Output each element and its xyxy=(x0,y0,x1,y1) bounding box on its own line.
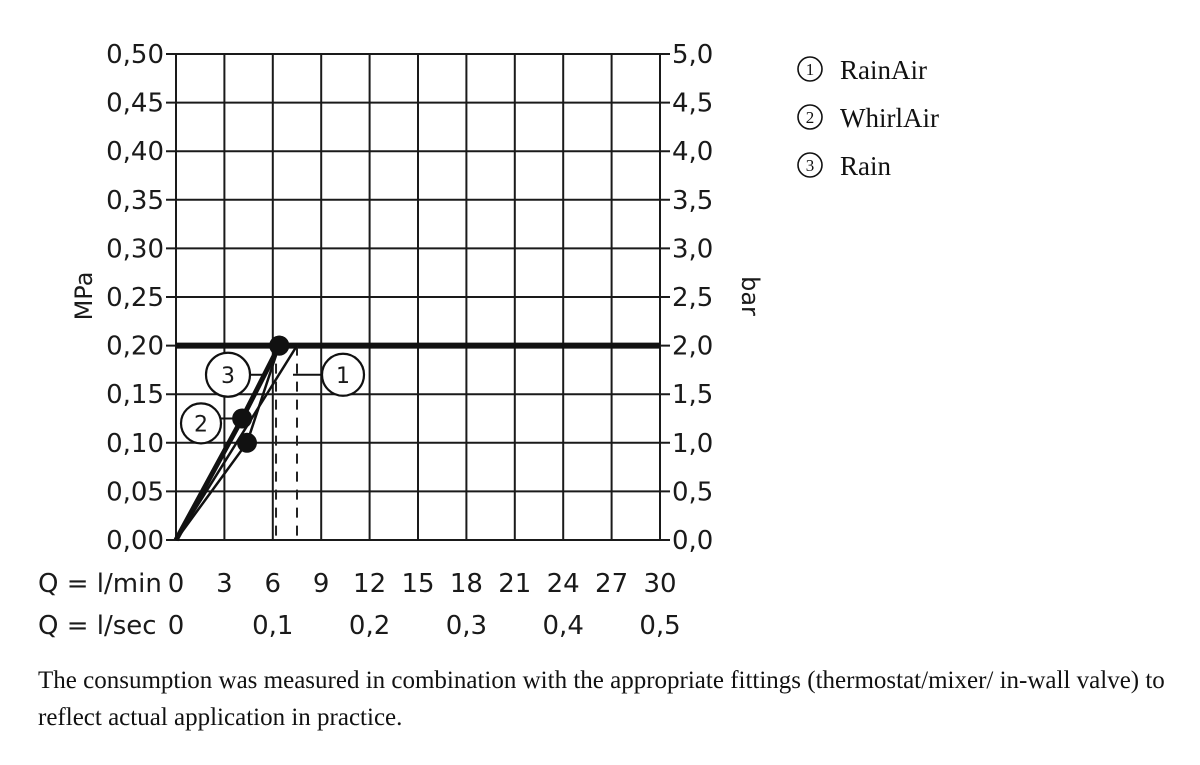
reference-line-group xyxy=(176,342,660,540)
data-point-rain xyxy=(269,335,290,356)
x-tick-label-lmin: 9 xyxy=(313,569,330,599)
legend-number-circle xyxy=(797,104,823,130)
x-tick-label-lsec: 0,3 xyxy=(446,611,487,641)
callout-rain-number: 3 xyxy=(221,364,235,389)
x-tick-label-lsec: 0,4 xyxy=(543,611,584,641)
y-axis-left-label: MPa xyxy=(70,272,98,321)
x-tick-label-lsec: 0,5 xyxy=(639,611,680,641)
y-tick-label-bar: 0,5 xyxy=(672,477,713,507)
x-tick-label-lmin: 12 xyxy=(353,569,386,599)
legend-number-circle xyxy=(797,152,823,178)
y-tick-label-bar: 1,0 xyxy=(672,429,713,459)
legend: 1 RainAir 2 WhirlAir 3 Rain xyxy=(797,55,939,181)
y-axis-right-label: bar xyxy=(736,276,764,316)
y-tick-label-bar: 1,5 xyxy=(672,380,713,410)
x-tick-label-lmin: 18 xyxy=(450,569,483,599)
x-axis-lmin-label: Q = l/min xyxy=(38,569,162,599)
y-tick-label-bar: 2,5 xyxy=(672,283,713,313)
y-tick-label-bar: 3,5 xyxy=(672,186,713,216)
legend-label: Rain xyxy=(840,151,891,181)
y-tick-label-bar: 4,5 xyxy=(672,89,713,119)
y-tick-label-bar: 0,0 xyxy=(672,526,713,556)
y-tick-label-mpa: 0,10 xyxy=(106,429,164,459)
callout-whirlair-bubble xyxy=(179,402,223,445)
x-tick-label-lmin: 3 xyxy=(216,569,233,599)
y-tick-label-mpa: 0,45 xyxy=(106,89,164,119)
markers-group: 1 23 xyxy=(179,335,366,453)
y-tick-label-mpa: 0,20 xyxy=(106,332,164,362)
callout-rainair-bubble xyxy=(320,352,366,397)
y-tick-label-mpa: 0,15 xyxy=(106,380,164,410)
callout-rain-bubble xyxy=(204,351,252,398)
y-tick-label-mpa: 0,35 xyxy=(106,186,164,216)
y-tick-label-bar: 4,0 xyxy=(672,137,713,167)
chart-grid xyxy=(166,53,670,541)
measurement-note: The consumption was measured in combinat… xyxy=(38,667,1165,731)
x-tick-label-lmin: 21 xyxy=(498,569,531,599)
legend-number: 1 xyxy=(806,60,815,79)
legend-number: 3 xyxy=(806,156,815,175)
x-tick-label-lmin: 27 xyxy=(595,569,628,599)
y-tick-label-bar: 5,0 xyxy=(672,40,713,70)
legend-number-circle xyxy=(797,56,823,82)
y-tick-label-mpa: 0,50 xyxy=(106,40,164,70)
y-tick-label-mpa: 0,25 xyxy=(106,283,164,313)
legend-label: WhirlAir xyxy=(840,103,939,133)
y-tick-label-bar: 3,0 xyxy=(672,234,713,264)
x-tick-label-lmin: 30 xyxy=(643,569,676,599)
callout-rainair-number: 1 xyxy=(336,364,350,389)
x-tick-label-lsec: 0,2 xyxy=(349,611,390,641)
x-tick-label-lmin: 15 xyxy=(401,569,434,599)
legend-number: 2 xyxy=(806,108,815,127)
y-tick-label-bar: 2,0 xyxy=(672,332,713,362)
y-tick-label-mpa: 0,00 xyxy=(106,526,164,556)
x-tick-label-lmin: 24 xyxy=(547,569,580,599)
data-point-rain xyxy=(236,432,257,453)
x-tick-label-lsec: 0 xyxy=(168,611,185,641)
y-tick-label-mpa: 0,40 xyxy=(106,137,164,167)
x-tick-label-lmin: 6 xyxy=(265,569,282,599)
tick-labels-group: 0,00 0,00,05 0,50,10 1,00,15 1,50,20 2,00,25 2… xyxy=(106,40,713,641)
callout-whirlair-number: 2 xyxy=(194,412,208,437)
x-tick-label-lsec: 0,1 xyxy=(252,611,293,641)
pressure-flow-chart: 123 0,00 0,00,05 0,50,10 1,00,15 1,50,20 2,00… xyxy=(38,40,939,641)
x-tick-label-lmin: 0 xyxy=(168,569,185,599)
x-axis-lsec-label: Q = l/sec xyxy=(38,611,157,641)
y-tick-label-mpa: 0,30 xyxy=(106,234,164,264)
y-tick-label-mpa: 0,05 xyxy=(106,477,164,507)
legend-label: RainAir xyxy=(840,55,927,85)
